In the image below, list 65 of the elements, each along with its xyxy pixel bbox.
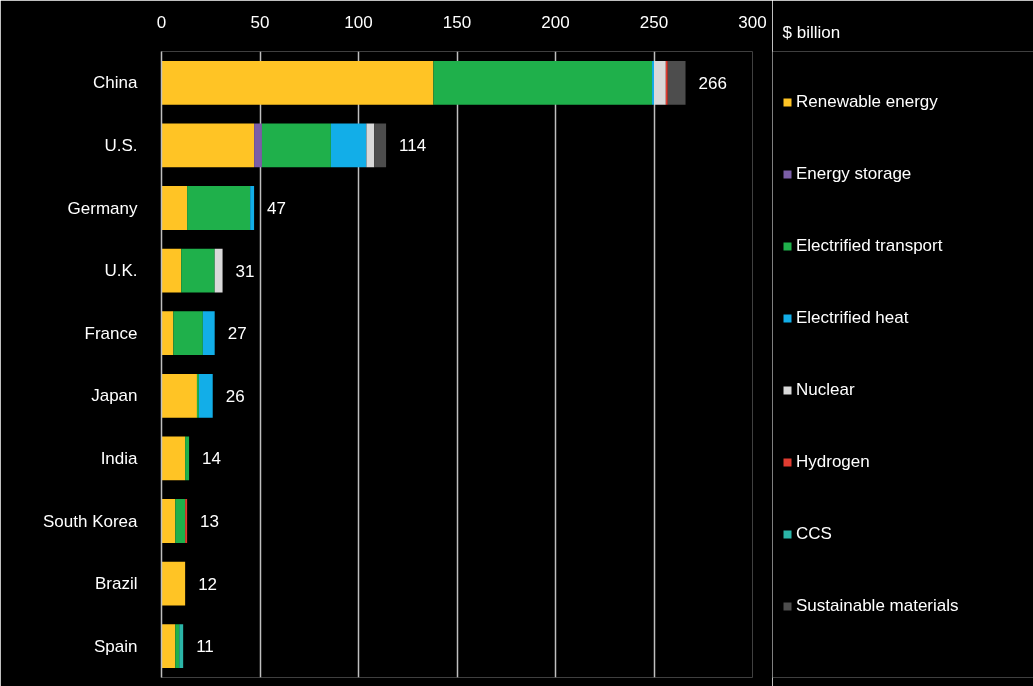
bar — [173, 311, 203, 356]
bar — [161, 186, 188, 230]
y-tick-label: U.S. — [104, 135, 138, 155]
y-tick-label: U.K. — [104, 261, 138, 281]
total-label: 266 — [698, 73, 727, 93]
bar — [161, 373, 197, 418]
y-tick-label: Japan — [91, 386, 138, 406]
total-label: 11 — [196, 637, 214, 657]
bar — [667, 60, 686, 105]
bar — [181, 248, 215, 293]
legend-label: Energy storage — [796, 163, 912, 185]
legend-label: Electrified transport — [796, 235, 943, 257]
y-tick-label: India — [100, 448, 139, 468]
bar — [330, 123, 367, 168]
total-label: 13 — [200, 512, 220, 531]
bar — [179, 624, 184, 669]
legend-label: Sustainable materials — [796, 595, 959, 617]
bar — [433, 60, 653, 105]
total-label: 12 — [198, 574, 218, 594]
bar — [214, 248, 223, 293]
bar — [366, 123, 375, 168]
bar — [250, 186, 255, 230]
total-label: 14 — [202, 449, 221, 469]
bar — [161, 311, 174, 356]
x-tick-label: 300 — [738, 12, 767, 32]
total-label: 47 — [267, 199, 287, 218]
legend-label: Nuclear — [796, 379, 855, 401]
legend-label: Electrified heat — [796, 307, 909, 329]
total-label: 27 — [227, 324, 247, 344]
x-tick-label: 250 — [639, 12, 669, 32]
legend-label: CCS — [796, 523, 832, 545]
x-tick-label: 100 — [344, 12, 373, 32]
bar — [161, 123, 255, 168]
y-tick-label: Germany — [67, 198, 138, 218]
bar — [161, 248, 182, 293]
legend-label: Renewable energy — [796, 91, 938, 113]
bar — [261, 123, 331, 168]
x-tick-label: 200 — [541, 12, 570, 32]
x-tick-label: 150 — [442, 12, 472, 32]
total-label: 31 — [235, 261, 255, 281]
total-label: 114 — [399, 136, 427, 156]
y-tick-label: France — [84, 323, 138, 343]
bar — [254, 123, 262, 168]
y-tick-label: South Korea — [42, 511, 139, 531]
bar — [185, 436, 190, 481]
x-tick-label: 0 — [156, 12, 167, 32]
bar — [374, 123, 387, 168]
y-tick-label: Spain — [94, 636, 138, 656]
bar — [187, 186, 251, 230]
x-axis-title: $ billion — [782, 23, 841, 42]
bar — [161, 436, 186, 481]
bar — [198, 373, 213, 418]
bar — [654, 60, 666, 105]
y-tick-label: Brazil — [94, 574, 138, 594]
bar — [161, 60, 434, 105]
legend-label: Hydrogen — [796, 451, 870, 473]
x-tick-label: 50 — [250, 12, 270, 32]
bar — [161, 624, 176, 669]
total-label: 26 — [225, 386, 245, 406]
bar — [202, 311, 215, 356]
bar — [175, 624, 180, 669]
bar — [175, 499, 186, 543]
y-tick-label: China — [93, 73, 139, 93]
bar — [161, 561, 186, 606]
bar — [161, 499, 176, 543]
